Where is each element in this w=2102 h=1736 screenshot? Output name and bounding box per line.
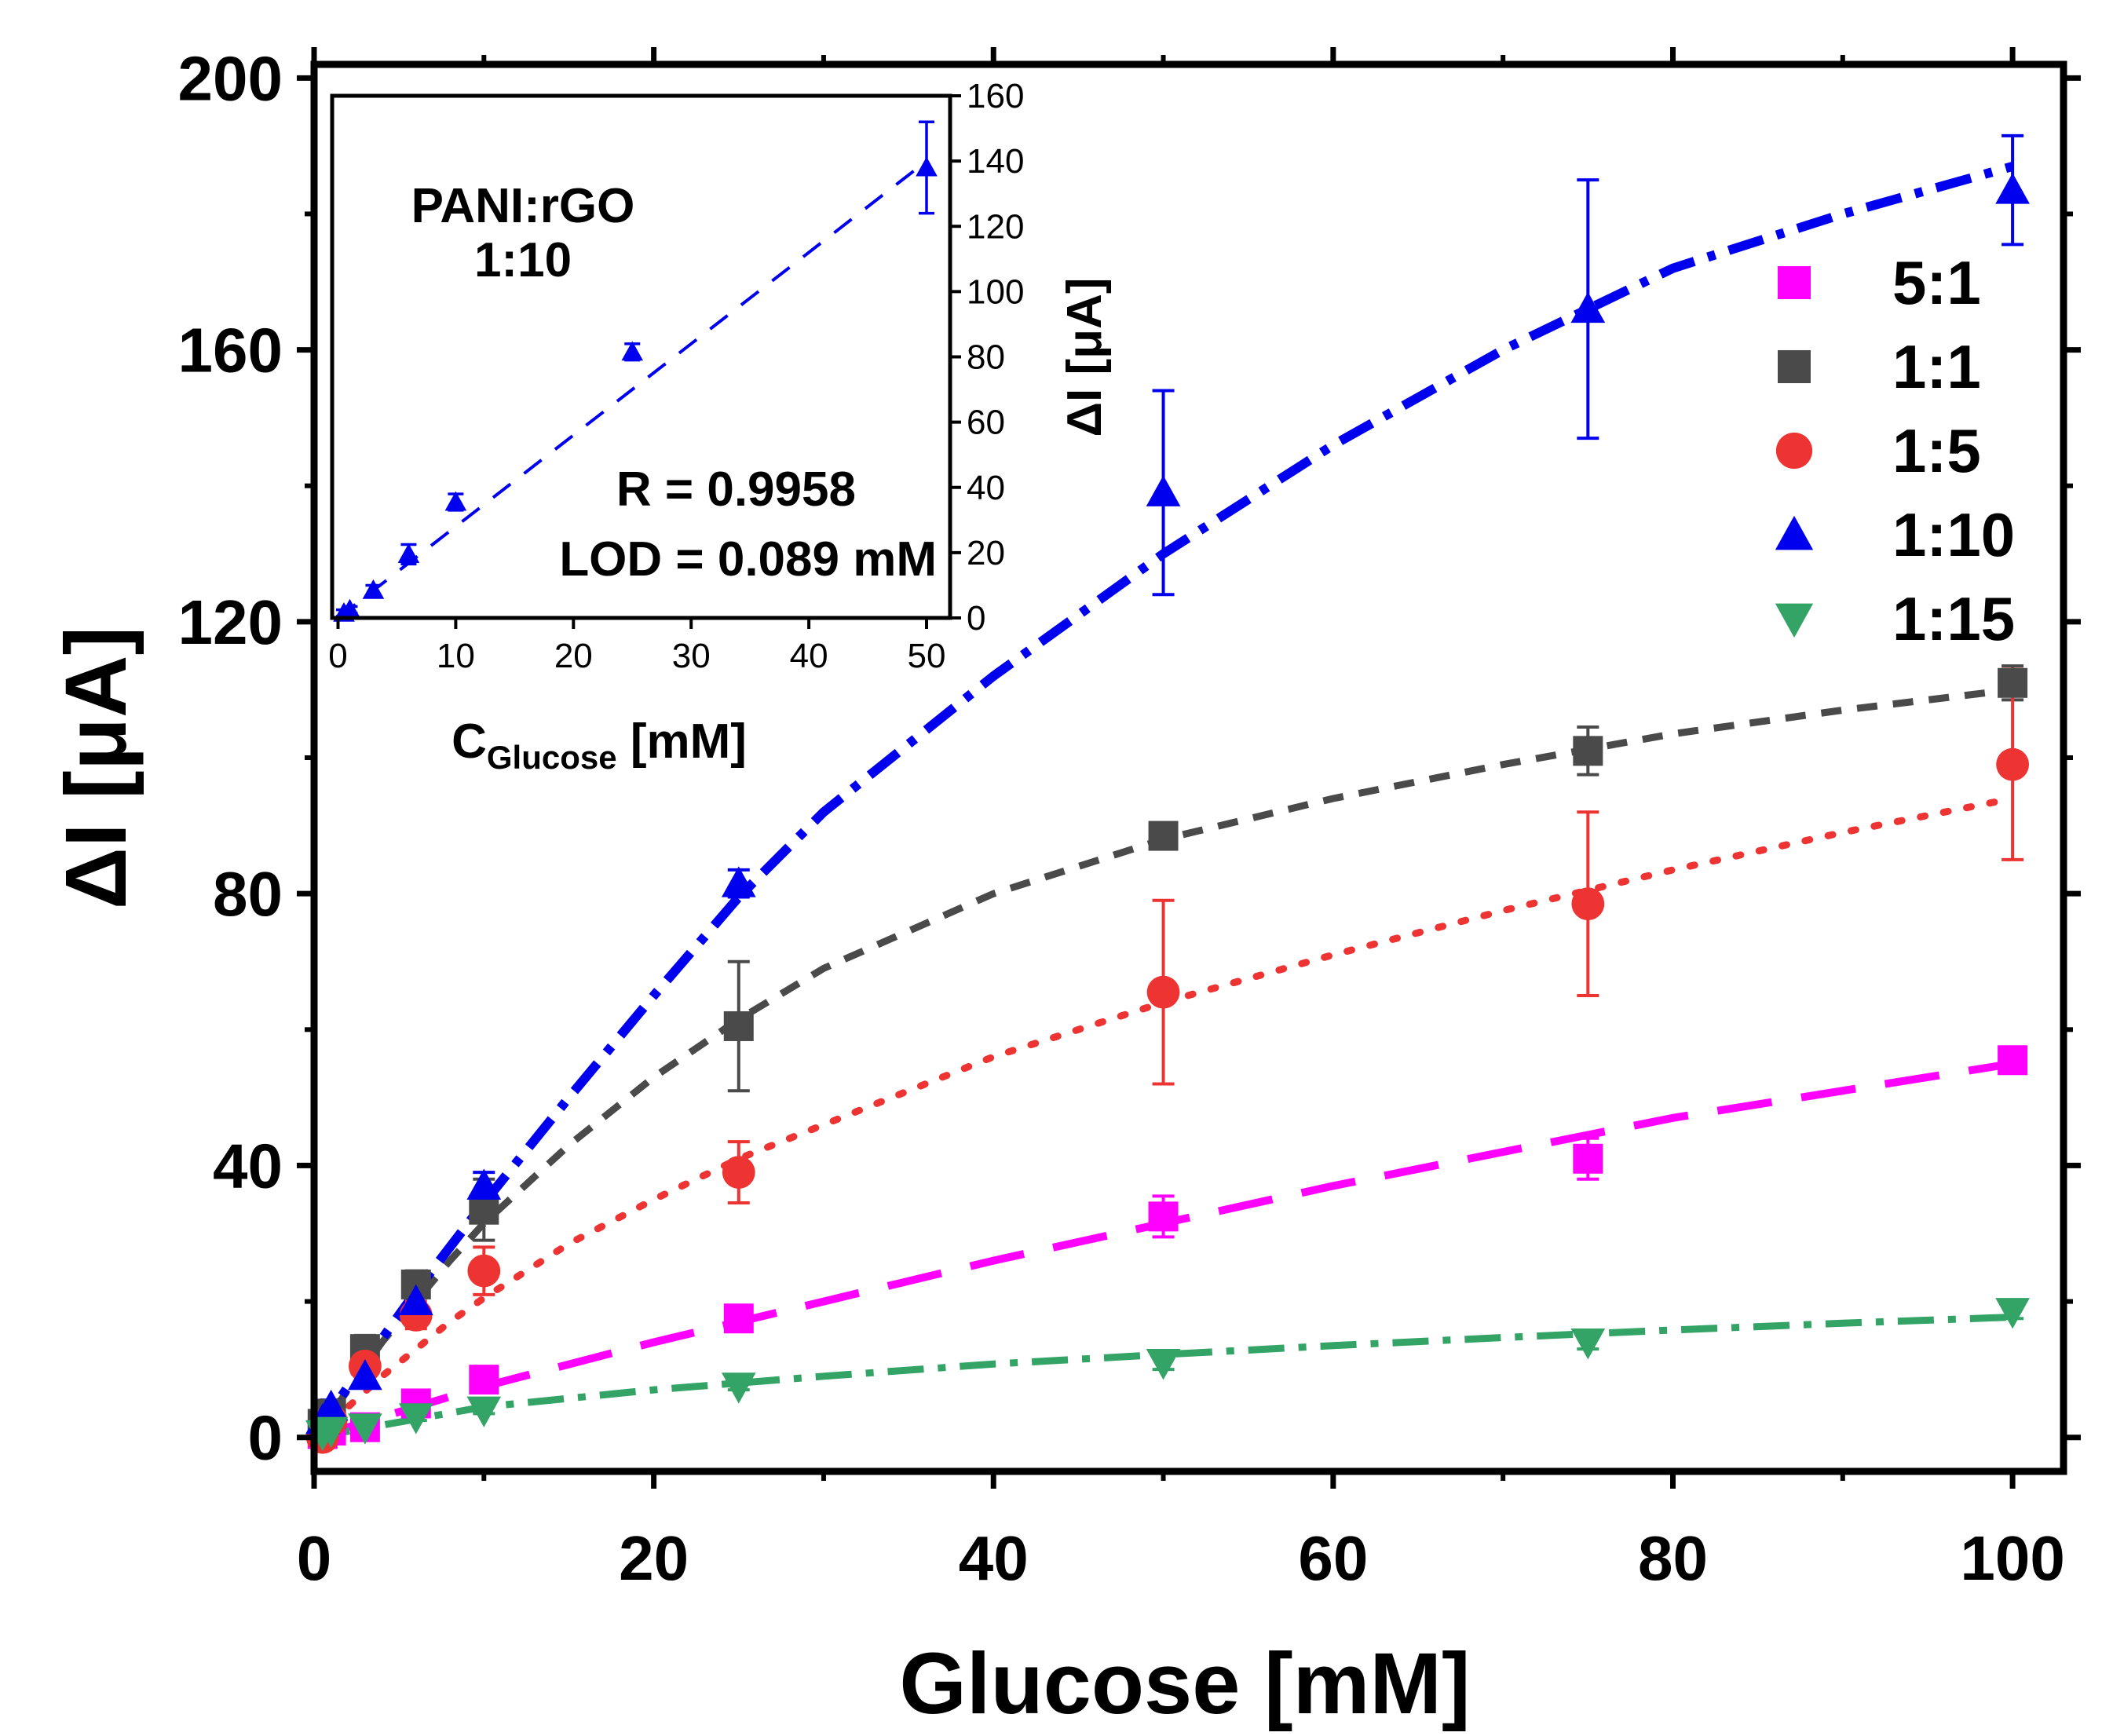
inset-data-point-5 (621, 341, 644, 361)
inset-background (332, 96, 950, 618)
legend-label-2: 1:5 (1892, 416, 1981, 485)
inset-y-tick-label-4: 80 (967, 338, 1005, 377)
data-point-1-5 (723, 1011, 754, 1041)
inset-annotation-lod: LOD = 0.089 mM (559, 532, 937, 587)
inset-x-tick-label-4: 40 (790, 637, 828, 675)
inset-y-tick-label-3: 60 (967, 404, 1005, 442)
x-tick-label-2: 40 (959, 1523, 1029, 1593)
y-tick-label-0: 0 (248, 1403, 283, 1473)
data-point-3-7 (1570, 291, 1606, 323)
fit-line-0 (313, 1059, 2013, 1442)
data-point-3-6 (1146, 475, 1181, 506)
data-point-0-7 (1573, 1143, 1603, 1174)
inset-y-tick-label-2: 40 (967, 469, 1005, 507)
inset-x-tick-label-1: 10 (437, 637, 475, 675)
data-point-1-6 (1148, 820, 1179, 851)
inset-x-axis-title: CGlucose [mM] (451, 715, 747, 776)
legend-marker-2 (1775, 432, 1813, 470)
inset-data-point-1 (338, 598, 361, 619)
data-point-4-8 (1995, 1298, 2030, 1329)
data-point-3-2 (348, 1358, 382, 1391)
legend-marker-0 (1778, 266, 1811, 299)
data-point-4-1 (313, 1416, 349, 1448)
inset-annotation-material: PANI:rGO (411, 179, 635, 233)
x-tick-label-3: 60 (1298, 1523, 1368, 1593)
y-tick-label-2: 80 (213, 859, 283, 929)
inset-data-point-3 (397, 543, 420, 563)
inset-x-tick-label-2: 20 (554, 637, 593, 675)
inset-x-tick-label-0: 0 (328, 637, 347, 675)
inset-y-axis-title: ΔI [μA] (1058, 277, 1112, 437)
inset-y-tick-label-7: 140 (967, 142, 1024, 181)
inset-y-tick-label-0: 0 (967, 599, 985, 638)
inset-annotation-ratio: 1:10 (474, 233, 572, 287)
legend-label-4: 1:15 (1892, 584, 2015, 653)
inset-data-point-2 (362, 579, 385, 599)
data-point-3-1 (313, 1389, 349, 1421)
x-tick-label-5: 100 (1960, 1523, 2064, 1593)
data-point-2-4 (467, 1254, 501, 1288)
legend: 5:1 1:1 1:5 1:10 1:15 (1775, 248, 2015, 653)
inset-x-tick-label-5: 50 (908, 637, 946, 675)
inset-x-axis-title-sub: Glucose (487, 739, 617, 776)
data-point-4-7 (1570, 1328, 1606, 1360)
inset-annotation-r: R = 0.9958 (616, 462, 856, 517)
inset-y-tick-label-8: 160 (967, 77, 1024, 115)
data-point-2-7 (1571, 887, 1605, 921)
data-point-0-5 (723, 1303, 754, 1334)
inset-markers (333, 156, 938, 622)
x-tick-label-0: 0 (297, 1523, 332, 1593)
data-point-1-8 (1998, 667, 2028, 698)
data-point-2-6 (1146, 975, 1180, 1009)
data-point-3-3 (398, 1284, 433, 1316)
x-tick-label-1: 20 (619, 1523, 689, 1593)
data-point-0-8 (1998, 1045, 2028, 1076)
legend-marker-1 (1778, 350, 1811, 383)
data-point-3-8 (1995, 173, 2030, 204)
inset-x-axis-title-unit: [mM] (617, 715, 747, 769)
x-tick-label-4: 80 (1638, 1523, 1708, 1593)
y-axis-title: ΔI [μA] (48, 627, 144, 909)
legend-label-1: 1:1 (1892, 332, 1981, 401)
data-point-1-7 (1573, 736, 1603, 766)
data-point-2-5 (722, 1156, 755, 1189)
inset-data-point-6 (916, 156, 938, 177)
inset-y-tick-label-5: 100 (967, 272, 1024, 311)
data-point-4-6 (1146, 1349, 1181, 1380)
inset-y-tick-label-6: 120 (967, 207, 1024, 246)
y-tick-label-4: 160 (178, 316, 283, 386)
data-point-4-3 (398, 1403, 433, 1434)
data-point-3-5 (721, 866, 756, 897)
inset-fit-line-path (337, 159, 928, 619)
inset-x-tick-label-3: 30 (672, 637, 711, 675)
data-point-2-8 (1996, 747, 2030, 781)
legend-label-0: 5:1 (1892, 248, 1981, 317)
inset-data-point-4 (444, 491, 467, 511)
legend-label-3: 1:10 (1892, 500, 2015, 569)
y-tick-label-1: 40 (213, 1131, 283, 1201)
data-point-0-4 (469, 1365, 499, 1395)
main-plot-frame (310, 60, 2067, 1475)
data-point-4-4 (466, 1396, 502, 1427)
data-point-4-5 (721, 1372, 756, 1404)
y-tick-label-3: 120 (178, 587, 283, 657)
y-tick-label-5: 200 (178, 43, 283, 113)
data-point-3-4 (466, 1168, 502, 1200)
inset-y-tick-label-1: 20 (967, 534, 1005, 572)
data-point-0-6 (1148, 1201, 1179, 1232)
data-point-1-4 (469, 1194, 499, 1225)
inset-fit-line (337, 159, 928, 619)
inset-x-axis-title-main: C (451, 715, 487, 769)
x-axis-title: Glucose [mM] (899, 1635, 1470, 1732)
legend-marker-3 (1775, 515, 1814, 550)
fit-line-2 (310, 795, 2016, 1442)
legend-marker-4 (1775, 603, 1814, 638)
data-point-4-2 (348, 1413, 382, 1445)
inset-ticks: 0 10 20 30 40 50 0 20 40 60 80 100 120 140 160 (328, 77, 1024, 675)
